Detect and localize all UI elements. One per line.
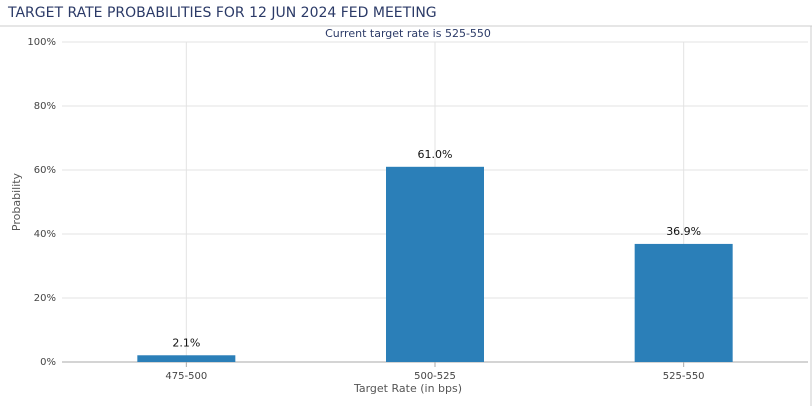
y-tick-label: 0% [40, 357, 56, 368]
bar [634, 243, 733, 362]
y-tick-label: 20% [34, 293, 56, 304]
data-label: 36.9% [666, 225, 701, 238]
y-tick-label: 100% [27, 37, 56, 48]
bar [386, 166, 484, 362]
data-label: 61.0% [418, 148, 453, 161]
chart-title: TARGET RATE PROBABILITIES FOR 12 JUN 202… [7, 5, 437, 21]
y-axis-label: Probability [10, 172, 23, 231]
y-tick-label: 60% [34, 165, 56, 176]
y-tick-label: 40% [34, 229, 56, 240]
bar [137, 355, 236, 362]
x-tick-label: 525-550 [663, 371, 705, 382]
x-axis-label: Target Rate (in bps) [353, 382, 462, 395]
chart-subtitle: Current target rate is 525-550 [325, 27, 491, 40]
x-tick-label: 475-500 [165, 371, 207, 382]
y-tick-label: 80% [34, 101, 56, 112]
data-label: 2.1% [172, 336, 200, 349]
x-tick-label: 500-525 [414, 371, 456, 382]
